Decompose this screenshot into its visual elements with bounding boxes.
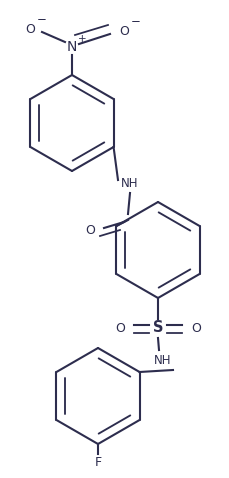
Text: NH: NH (154, 354, 172, 367)
Text: O: O (119, 24, 129, 37)
Text: S: S (153, 321, 163, 336)
Text: +: + (78, 34, 86, 44)
Text: N: N (67, 40, 77, 54)
Text: O: O (115, 322, 125, 335)
Text: O: O (25, 22, 35, 35)
Text: O: O (191, 322, 201, 335)
Text: −: − (131, 14, 141, 28)
Text: −: − (37, 12, 47, 25)
Text: NH: NH (121, 176, 139, 189)
Text: O: O (85, 224, 95, 237)
Text: F: F (94, 456, 102, 468)
